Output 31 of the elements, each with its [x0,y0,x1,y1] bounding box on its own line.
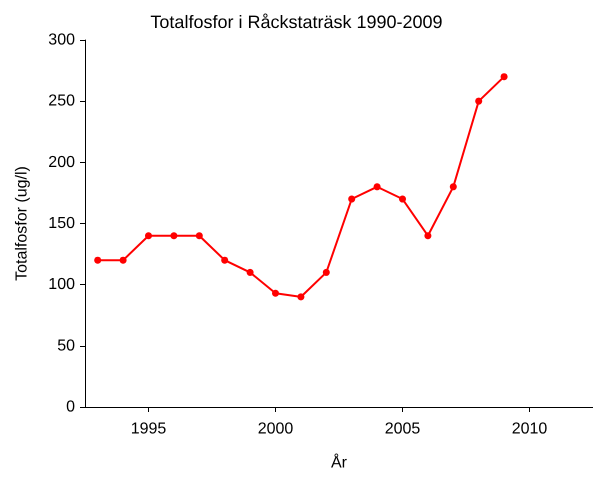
x-tick-label: 1995 [130,420,166,438]
x-tick-label: 2010 [512,420,548,438]
point [475,98,482,105]
chart-title: Totalfosfor i Råckstaträsk 1990-2009 [150,12,443,32]
point [297,293,304,300]
point [322,268,330,276]
point [348,196,356,203]
point [221,256,228,264]
x-tick-label: 2005 [384,420,420,438]
point [399,196,406,203]
point [246,268,254,276]
point [374,183,381,190]
point [196,232,203,240]
x-tick-label: 2000 [258,420,294,438]
point [424,232,432,240]
y-tick-label: 150 [48,215,76,232]
y-tick-label: 100 [48,276,76,294]
point [94,256,102,264]
point [145,232,152,240]
y-tick-label: 250 [48,92,76,110]
y-tick-label: 0 [66,398,76,416]
y-tick-label: 300 [48,32,76,48]
y-tick-label: 200 [48,154,76,171]
point [170,232,178,240]
point [120,256,127,264]
y-axis-title: Totalfosfor (ug/l) [14,166,30,281]
x-axis-title: År [331,454,348,472]
point [272,290,279,297]
point [500,73,508,80]
y-tick-label: 50 [57,337,76,354]
point [450,183,457,190]
